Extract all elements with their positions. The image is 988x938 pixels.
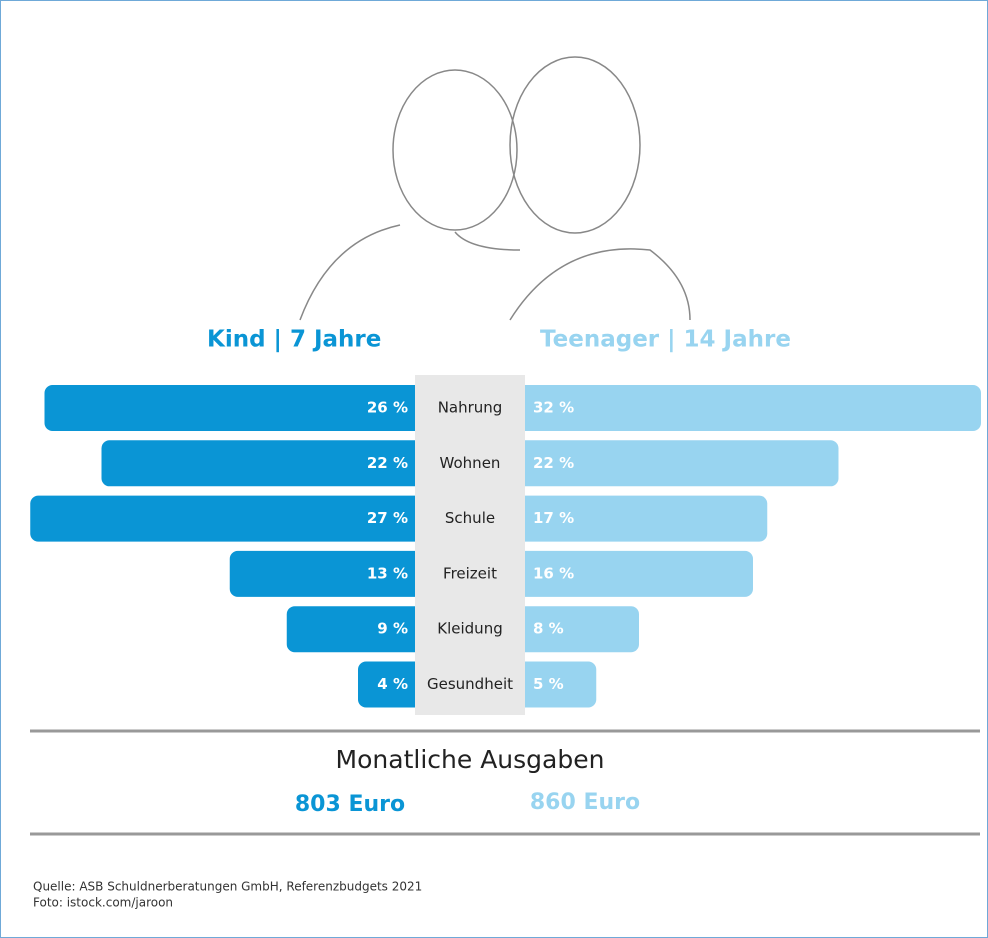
category-label: Schule <box>445 509 495 527</box>
category-label: Wohnen <box>440 454 501 472</box>
bar <box>30 496 423 542</box>
total: 803 Euro <box>295 792 405 817</box>
summary-title: Monatliche Ausgaben <box>336 745 605 774</box>
value-label: 8 % <box>533 620 564 638</box>
value-label: 5 % <box>533 675 564 693</box>
series-heading: Teenager | 14 Jahre <box>540 327 791 353</box>
value-label: 17 % <box>533 509 574 527</box>
series-heading: Kind | 7 Jahre <box>207 327 381 353</box>
category-label: Freizeit <box>443 564 497 582</box>
value-label: 4 % <box>377 675 408 693</box>
source: Foto: istock.com/jaroon <box>33 896 173 910</box>
value-label: 22 % <box>533 454 574 472</box>
value-label: 32 % <box>533 399 574 417</box>
value-label: 16 % <box>533 564 574 582</box>
total: 860 Euro <box>530 790 640 815</box>
value-label: 9 % <box>377 620 408 638</box>
category-label: Kleidung <box>437 620 502 638</box>
source: Quelle: ASB Schuldnerberatungen GmbH, Re… <box>33 880 422 894</box>
category-label: Nahrung <box>438 399 503 417</box>
value-label: 27 % <box>367 509 408 527</box>
value-label: 13 % <box>367 564 408 582</box>
bar <box>517 385 981 431</box>
value-label: 22 % <box>367 454 408 472</box>
category-label: Gesundheit <box>427 675 513 693</box>
infographic: Monatliche Ausgaben 803 Euro 860 Euro Qu… <box>0 0 988 938</box>
value-label: 26 % <box>367 399 408 417</box>
